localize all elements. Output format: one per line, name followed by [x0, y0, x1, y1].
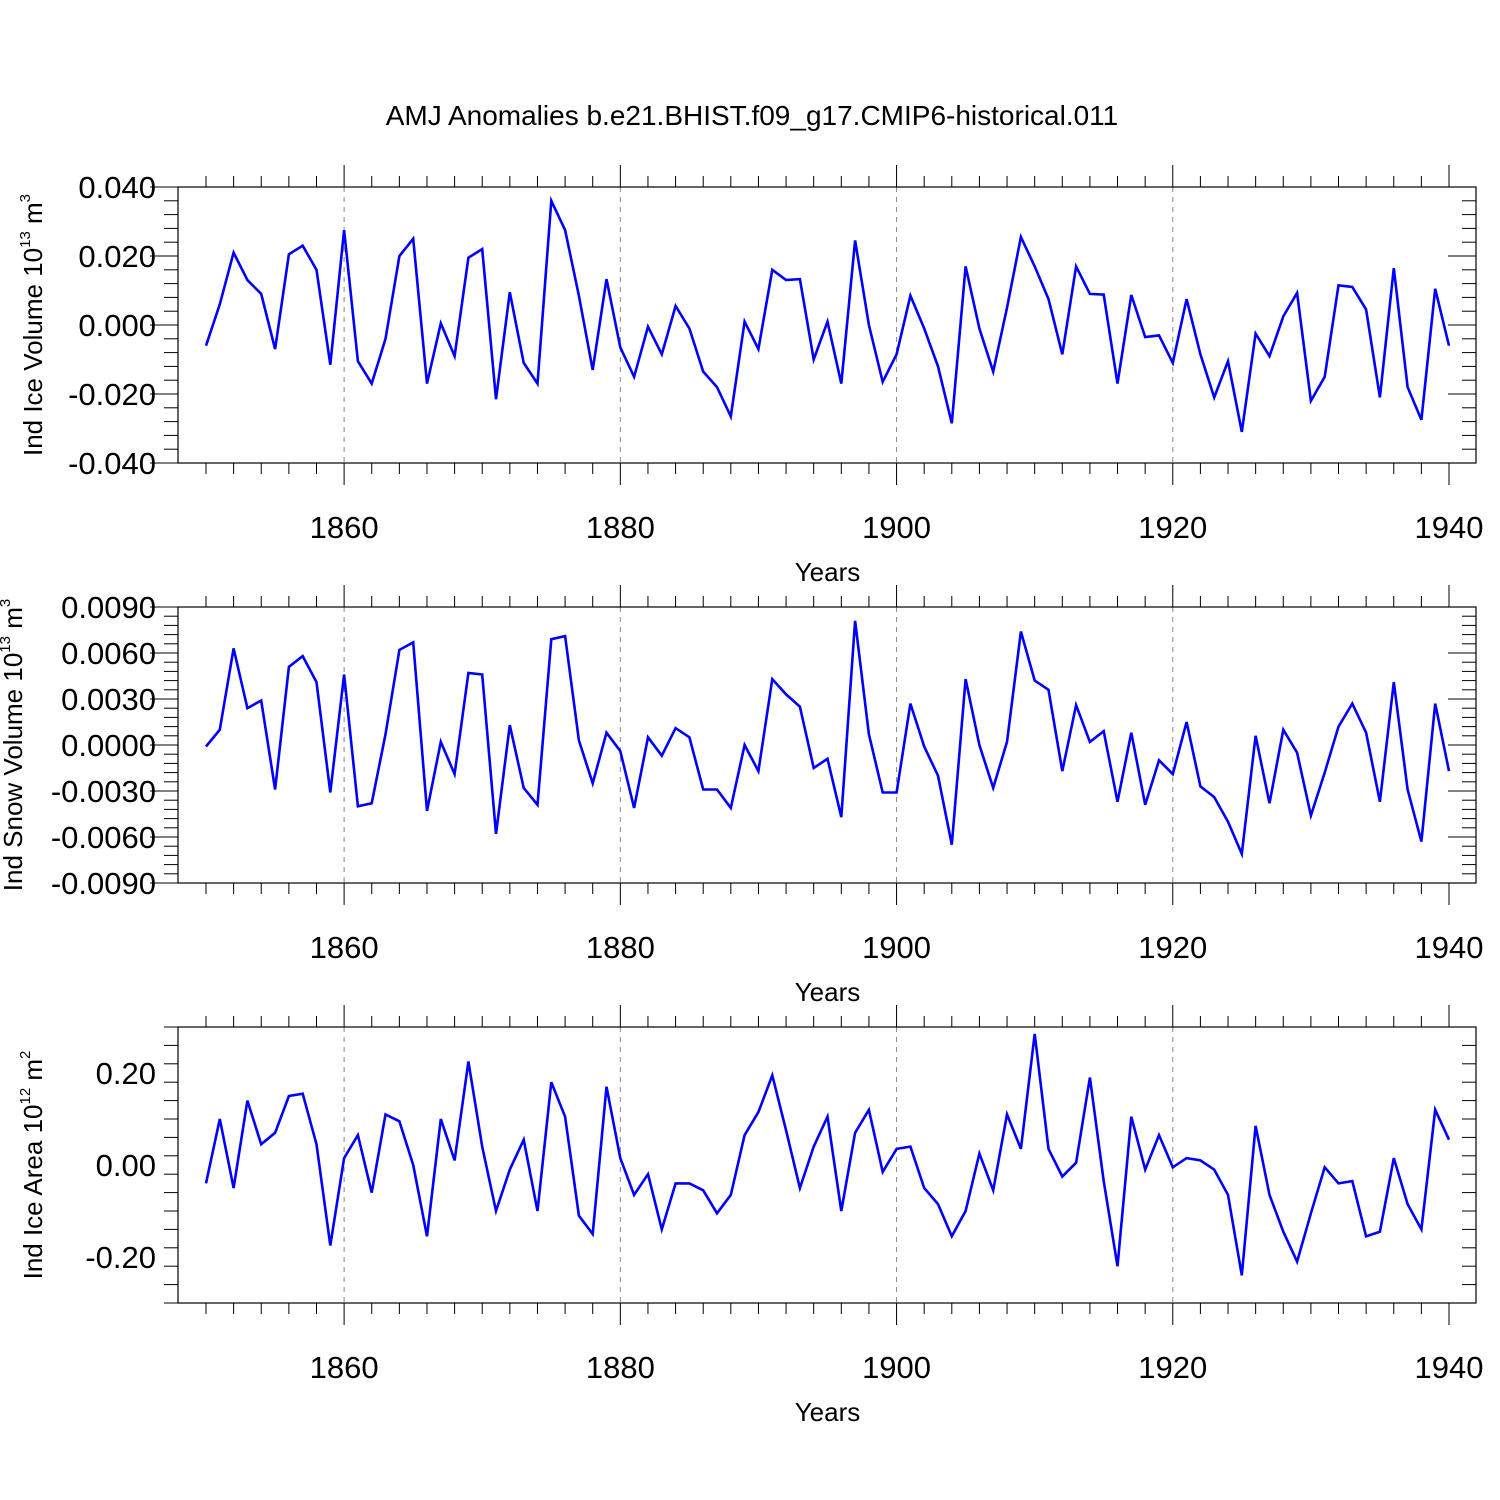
- x-tick-label: 1880: [586, 1350, 655, 1385]
- y-tick-label: 0.0000: [61, 728, 156, 763]
- figure-title: AMJ Anomalies b.e21.BHIST.f09_g17.CMIP6-…: [386, 100, 1119, 131]
- y-tick-label: -0.0030: [51, 774, 156, 809]
- x-tick-label: 1940: [1415, 510, 1484, 545]
- y-tick-label: 0.00: [96, 1148, 156, 1183]
- y-tick-label: 0.040: [78, 170, 156, 205]
- plot-frame: [177, 1026, 1477, 1304]
- x-tick-label: 1880: [586, 510, 655, 545]
- y-tick-label: -0.0090: [51, 866, 156, 901]
- x-tick-label: 1900: [862, 510, 931, 545]
- y-axis-label: Ind Ice Volume 1013 m3: [17, 194, 48, 456]
- x-tick-label: 1860: [310, 1350, 379, 1385]
- y-tick-label: 0.20: [96, 1056, 156, 1091]
- x-tick-label: 1940: [1415, 930, 1484, 965]
- data-series-line: [204, 195, 1451, 433]
- y-tick-label: 0.0090: [61, 590, 156, 625]
- y-tick-label: 0.0030: [61, 682, 156, 717]
- y-axis-label: Ind Ice Area 1012 m2: [17, 1051, 48, 1280]
- x-tick-label: 1940: [1415, 1350, 1484, 1385]
- y-tick-label: 0.000: [78, 308, 156, 343]
- x-axis-label: Years: [795, 1397, 861, 1427]
- x-tick-label: 1900: [862, 1350, 931, 1385]
- y-tick-label: -0.020: [68, 377, 156, 412]
- x-tick-label: 1920: [1138, 930, 1207, 965]
- panel-1: -0.040 -0.020 0.000 0.020 0.040 1860 1880 1900 1…: [17, 165, 1483, 587]
- x-tick-label: 1860: [310, 510, 379, 545]
- panel-2: -0.0090 -0.0060 -0.0030 0.0000 0.0030 0.0060 0…: [0, 585, 1483, 1007]
- y-tick-label: -0.040: [68, 446, 156, 481]
- x-axis-label: Years: [795, 977, 861, 1007]
- y-tick-label: 0.0060: [61, 636, 156, 671]
- y-tick-label: -0.20: [85, 1240, 156, 1275]
- data-series-line: [204, 620, 1451, 859]
- panel-3: -0.20 0.00 0.20 1860 1880 1900 1920 1940 Years In…: [17, 1005, 1483, 1427]
- x-tick-label: 1860: [310, 930, 379, 965]
- x-tick-label: 1900: [862, 930, 931, 965]
- y-tick-label: -0.0060: [51, 820, 156, 855]
- x-tick-label: 1880: [586, 930, 655, 965]
- y-axis-label: Ind Snow Volume 1013 m3: [0, 599, 28, 891]
- y-tick-label: 0.020: [78, 239, 156, 274]
- x-tick-label: 1920: [1138, 510, 1207, 545]
- x-axis-label: Years: [795, 557, 861, 587]
- data-series-line: [204, 1033, 1451, 1276]
- x-tick-label: 1920: [1138, 1350, 1207, 1385]
